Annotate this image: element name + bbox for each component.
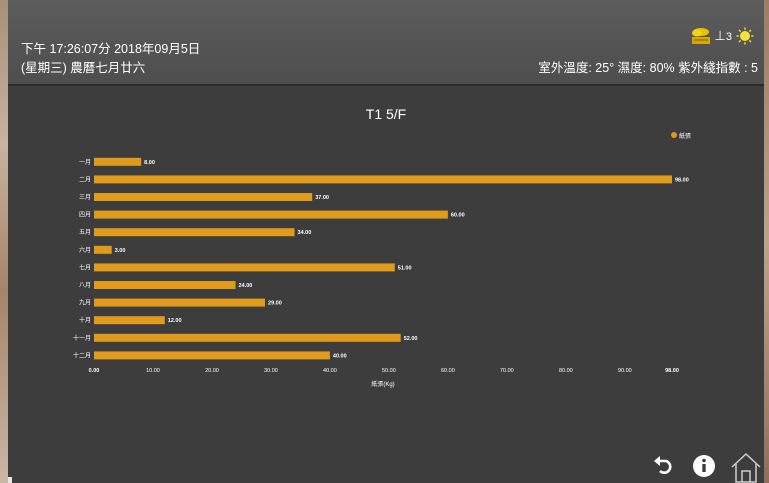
x-tick-label: 60.00 [441,368,455,374]
bar[interactable] [94,333,401,342]
uv-index-icon: ⊥3 [714,28,732,43]
category-label: 十月 [79,316,91,324]
bar[interactable] [94,316,165,325]
bar[interactable] [94,157,142,166]
bar-value-label: 37.00 [315,195,329,201]
bar-value-label: 34.00 [298,230,312,236]
bar[interactable] [94,175,672,184]
bar[interactable] [94,351,330,360]
weather-icons: ⊥3 [691,26,754,46]
category-label: 四月 [79,212,91,219]
category-label: 八月 [79,282,91,289]
x-tick-label: 50.00 [382,368,396,374]
header-bar: 下午 17:26:07分 2018年09月5日 (星期三) 農曆七月廿六 ⊥3 … [8,0,764,84]
datetime-text: 下午 17:26:07分 2018年09月5日 [21,42,201,56]
bar[interactable] [94,281,236,289]
legend-marker [671,132,677,138]
bar[interactable] [94,193,313,201]
x-tick-label: 98.00 [665,368,679,374]
bar[interactable] [94,210,448,219]
chart-panel: T1 5/F 紙張 一月 8.00 二月 98.00 三月 37.00 四月 60.00 五月 3… [8,86,764,483]
x-tick-label: 30.00 [264,368,278,374]
category-label: 三月 [79,194,91,201]
category-label: 五月 [79,229,91,236]
bars-group: 一月 8.00 二月 98.00 三月 37.00 四月 60.00 五月 34.00 六月 3.00… [73,157,689,360]
home-icon[interactable] [730,452,762,483]
category-label: 十二月 [73,351,91,359]
bar-value-label: 12.00 [168,318,182,324]
uv-level: 3 [725,31,732,43]
x-tick-label: 70.00 [500,368,514,374]
corner-mark [8,477,12,483]
info-icon[interactable] [692,454,716,478]
bar-value-label: 40.00 [333,353,347,359]
x-tick-label: 90.00 [618,368,632,374]
footer-icons [634,449,764,483]
x-tick-label: 80.00 [559,368,573,374]
chart-title: T1 5/F [366,106,406,122]
x-tick-label: 40.00 [323,368,337,374]
bar-value-label: 52.00 [404,336,418,342]
category-label: 七月 [79,263,91,271]
bar[interactable] [94,298,266,307]
bar-value-label: 29.00 [268,301,282,307]
category-label: 九月 [79,299,91,307]
bar-value-label: 24.00 [239,283,253,289]
header-divider [8,84,764,86]
category-label: 十一月 [73,334,91,342]
background-left [0,0,8,483]
x-axis: 0.00 10.00 20.00 30.00 40.00 50.00 60.00 70.00 8… [89,368,679,374]
weather-text: 室外溫度: 25° 濕度: 80% 紫外綫指數 : 5 [538,61,758,75]
bar-value-label: 98.00 [675,177,689,183]
back-icon[interactable] [652,455,676,477]
x-axis-label: 紙張(Kg) [371,380,394,388]
bar-chart: T1 5/F 紙張 一月 8.00 二月 98.00 三月 37.00 四月 60.00 五月 3… [73,106,691,388]
category-label: 一月 [79,159,91,166]
bar[interactable] [94,228,295,237]
bar[interactable] [94,263,395,272]
bar-value-label: 60.00 [451,213,465,219]
background-right [764,0,769,483]
x-tick-label: 0.00 [89,368,100,374]
category-label: 六月 [79,246,91,254]
bar-value-label: 8.00 [144,160,155,166]
lunar-date-text: (星期三) 農曆七月廿六 [21,61,146,75]
x-tick-label: 10.00 [146,368,160,374]
sun-icon [736,27,754,45]
bar-value-label: 3.00 [115,248,126,254]
category-label: 二月 [79,176,91,183]
legend-label[interactable]: 紙張 [679,132,691,140]
x-tick-label: 20.00 [205,368,219,374]
bar[interactable] [94,245,112,254]
storm-warning-icon [691,28,710,44]
bar-value-label: 51.00 [398,265,412,271]
